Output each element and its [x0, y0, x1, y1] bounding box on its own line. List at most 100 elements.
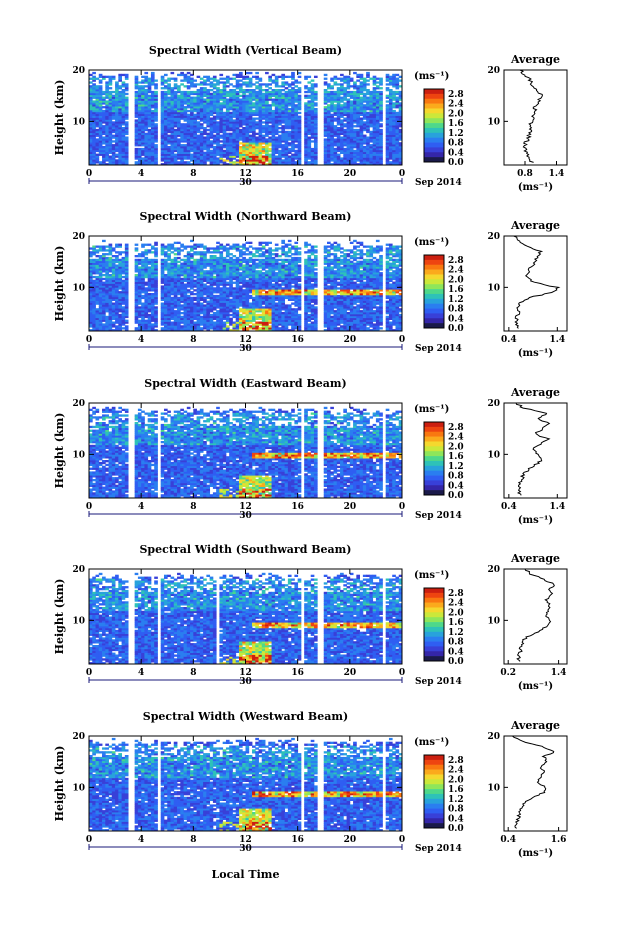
- heatmap-cell: [388, 117, 393, 120]
- heatmap-cell: [248, 125, 253, 128]
- heatmap-cell: [333, 157, 338, 160]
- heatmap-cell: [108, 287, 113, 290]
- heatmap-cell: [238, 123, 243, 126]
- heatmap-cell: [124, 138, 129, 141]
- heatmap-cell: [137, 312, 142, 315]
- heatmap-cell: [232, 147, 237, 151]
- heatmap-cell: [291, 161, 295, 164]
- heatmap-cell: [206, 117, 211, 120]
- heatmap-cell: [196, 90, 201, 94]
- heatmap-cell: [225, 102, 230, 105]
- heatmap-cell: [89, 313, 93, 317]
- heatmap-cell: [92, 308, 96, 311]
- heatmap-cell: [124, 298, 129, 301]
- heatmap-cell: [167, 147, 171, 151]
- heatmap-cell: [147, 329, 152, 332]
- heatmap-cell: [343, 161, 347, 164]
- heatmap-cell: [121, 147, 126, 151]
- heatmap-cell: [235, 113, 240, 116]
- heatmap-cell: [150, 317, 155, 320]
- heatmap-cell: [98, 272, 103, 275]
- heatmap-cell: [356, 109, 361, 113]
- heatmap-cell: [359, 130, 364, 134]
- heatmap-cell: [167, 163, 171, 166]
- heatmap-cell: [173, 140, 178, 143]
- heatmap-cell: [366, 125, 370, 128]
- heatmap-cell: [177, 149, 181, 153]
- heatmap-cell: [183, 319, 188, 322]
- heatmap-cell: [235, 125, 240, 128]
- heatmap-cell: [375, 111, 380, 115]
- panel-1: Spectral Width (Northward Beam)2010Heigh…: [53, 210, 568, 359]
- heatmap-cell: [186, 298, 191, 301]
- heatmap-cell: [261, 127, 266, 130]
- heatmap-cell: [121, 96, 126, 99]
- heatmap-cell: [121, 264, 126, 267]
- heatmap-cell: [154, 136, 158, 139]
- heatmap-cell: [340, 115, 344, 118]
- heatmap-cell: [180, 317, 184, 320]
- heatmap-cell: [271, 128, 276, 132]
- heatmap-cell: [193, 85, 197, 88]
- heatmap-cell: [225, 75, 230, 78]
- heatmap-cell: [186, 109, 191, 113]
- heatmap-cell: [193, 119, 197, 122]
- heatmap-cell: [121, 319, 126, 322]
- heatmap-cell: [186, 253, 191, 256]
- heatmap-cell: [163, 327, 168, 330]
- heatmap-cell: [150, 281, 155, 284]
- heatmap-cell: [252, 127, 256, 130]
- heatmap-cell: [359, 140, 364, 143]
- heatmap-cell: [111, 313, 116, 317]
- heatmap-cell: [173, 281, 178, 284]
- heatmap-cell: [307, 149, 312, 153]
- heatmap-cell: [366, 147, 370, 151]
- heatmap-cell: [102, 111, 106, 115]
- heatmap-cell: [160, 151, 165, 154]
- heatmap-cell: [144, 153, 149, 156]
- heatmap-cell: [98, 323, 103, 326]
- heatmap-cell: [261, 130, 266, 134]
- heatmap-cell: [265, 108, 269, 111]
- heatmap-cell: [359, 106, 364, 109]
- heatmap-cell: [349, 111, 354, 115]
- heatmap-cell: [252, 140, 256, 143]
- heatmap-cell: [137, 279, 142, 282]
- heatmap-cell: [343, 134, 347, 137]
- heatmap-cell: [307, 157, 312, 160]
- heatmap-cell: [258, 115, 263, 118]
- heatmap-cell: [261, 111, 266, 115]
- heatmap-cell: [118, 125, 122, 128]
- heatmap-cell: [173, 327, 178, 330]
- heatmap-cell: [274, 140, 279, 143]
- heatmap-cell: [160, 140, 165, 143]
- heatmap-cell: [95, 125, 100, 128]
- heatmap-cell: [199, 157, 204, 160]
- heatmap-cell: [105, 281, 109, 284]
- heatmap-cell: [281, 128, 286, 132]
- heatmap-cell: [375, 132, 380, 135]
- heatmap-cell: [141, 253, 145, 256]
- heatmap-cell: [229, 89, 233, 92]
- heatmap-cell: [144, 94, 149, 97]
- heatmap-cell: [98, 125, 103, 128]
- heatmap-cell: [362, 94, 367, 97]
- heatmap-cell: [150, 302, 155, 305]
- heatmap-cell: [160, 327, 165, 330]
- heatmap-cell: [385, 130, 390, 134]
- profile-title: Average: [510, 53, 560, 66]
- heatmap-cell: [203, 90, 207, 94]
- heatmap-cell: [108, 279, 113, 282]
- heatmap-cell: [173, 117, 178, 120]
- heatmap-cell: [268, 117, 272, 120]
- heatmap-cell: [330, 98, 334, 101]
- heatmap-cell: [150, 308, 155, 311]
- heatmap-cell: [144, 281, 149, 284]
- heatmap-cell: [186, 310, 191, 313]
- heatmap-cell: [278, 163, 282, 166]
- heatmap-cell: [206, 134, 211, 137]
- heatmap-cell: [102, 149, 106, 153]
- heatmap-cells: [89, 71, 403, 166]
- heatmap-cell: [108, 306, 113, 309]
- heatmap-cell: [177, 100, 181, 103]
